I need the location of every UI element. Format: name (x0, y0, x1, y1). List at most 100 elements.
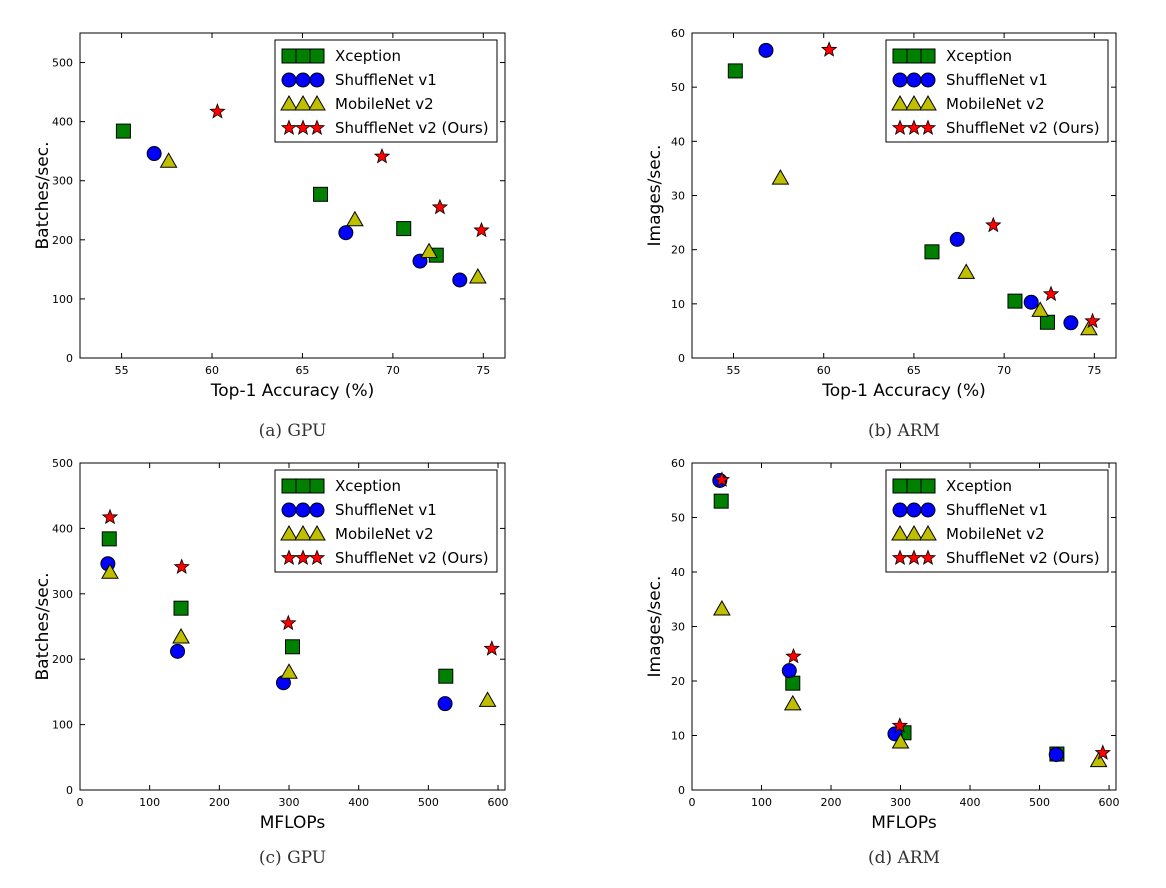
x-tick-label: 100 (751, 796, 772, 809)
data-point-triangle (101, 563, 119, 579)
legend-marker-star (919, 119, 937, 136)
legend-marker-star (919, 549, 937, 566)
legend-marker-circle (920, 72, 936, 88)
legend-marker-square (309, 478, 325, 494)
x-tick-label: 70 (386, 364, 400, 377)
data-point-triangle (771, 169, 790, 185)
data-point-star (1084, 312, 1101, 329)
legend-marker-triangle (919, 94, 937, 111)
legend-label: ShuffleNet v1 (946, 501, 1048, 519)
data-point-triangle (172, 627, 190, 644)
legend-label: Xception (335, 47, 401, 65)
data-point-star (373, 147, 391, 164)
legend-marker-circle (906, 72, 922, 88)
legend-marker-star (294, 119, 312, 136)
y-tick-label: 100 (52, 719, 73, 732)
legend-marker-triangle (891, 524, 909, 541)
x-axis-label: Top-1 Accuracy (%) (821, 381, 985, 401)
legend-marker-square (906, 48, 922, 64)
legend-label: Xception (946, 47, 1012, 65)
x-tick-label: 65 (295, 364, 309, 377)
legend-label: ShuffleNet v1 (335, 501, 437, 519)
x-tick-label: 60 (205, 364, 219, 377)
data-point-circle (1063, 315, 1079, 331)
data-point-star (891, 717, 909, 733)
data-point-circle (758, 42, 774, 58)
legend-label: MobileNet v2 (335, 95, 434, 113)
legend-marker-square (295, 48, 311, 64)
legend-marker-triangle (308, 94, 326, 111)
data-point-triangle (346, 210, 364, 227)
legend-label: Xception (335, 477, 401, 495)
data-point-triangle (469, 268, 487, 284)
x-tick-label: 500 (418, 796, 439, 809)
y-tick-label: 50 (671, 81, 685, 94)
data-point-star (101, 508, 119, 525)
legend-label: ShuffleNet v2 (Ours) (946, 549, 1100, 567)
data-point-square (713, 493, 729, 509)
legend-marker-triangle (280, 94, 298, 111)
data-point-square (115, 123, 131, 139)
legend-marker-star (891, 119, 909, 136)
data-point-circle (1048, 747, 1064, 763)
x-tick-label: 55 (115, 364, 129, 377)
legend-marker-star (905, 549, 923, 566)
data-point-circle (170, 643, 186, 659)
data-point-star (820, 41, 838, 57)
x-tick-label: 100 (139, 796, 160, 809)
x-tick-label: 60 (817, 364, 831, 377)
legend-marker-triangle (891, 94, 909, 111)
data-point-triangle (891, 733, 910, 749)
legend-marker-circle (295, 502, 311, 518)
data-point-circle (452, 272, 468, 288)
legend-marker-star (891, 549, 909, 566)
legend-marker-circle (906, 502, 922, 518)
data-point-star (985, 216, 1002, 233)
legend-marker-square (309, 48, 325, 64)
data-point-star (713, 471, 731, 487)
subplot-2: 0 100 200 300 400 500 600 0 100 200 300 400 500 MFLOP… (33, 457, 509, 868)
x-tick-label: 55 (726, 364, 740, 377)
legend-marker-square (281, 48, 297, 64)
legend-marker-circle (281, 72, 297, 88)
legend-marker-circle (309, 502, 325, 518)
x-tick-label: 400 (960, 796, 981, 809)
y-tick-label: 60 (671, 457, 685, 470)
y-tick-label: 0 (66, 352, 73, 365)
y-tick-label: 10 (671, 298, 685, 311)
legend-marker-circle (892, 502, 908, 518)
legend-marker-triangle (308, 524, 326, 541)
legend-marker-square (920, 478, 936, 494)
data-point-star (785, 647, 802, 664)
data-point-triangle (713, 600, 731, 616)
data-point-star (280, 614, 297, 631)
x-tick-label: 600 (488, 796, 509, 809)
y-tick-label: 200 (52, 234, 73, 247)
data-point-circle (781, 663, 797, 679)
y-tick-label: 400 (52, 522, 73, 535)
data-point-star (473, 221, 490, 238)
data-point-triangle (957, 263, 976, 279)
x-tick-label: 200 (821, 796, 842, 809)
y-tick-label: 20 (671, 244, 685, 257)
x-tick-label: 0 (77, 796, 84, 809)
x-tick-label: 75 (476, 364, 490, 377)
data-point-square (313, 186, 329, 202)
x-axis-label: MFLOPs (260, 813, 326, 833)
data-point-square (285, 639, 300, 655)
legend-marker-star (308, 119, 326, 136)
data-point-triangle (783, 694, 802, 711)
subplot-0: 55 60 65 70 75 0 100 200 300 400 500 Top-1 Accuracy… (33, 32, 506, 441)
data-point-triangle (420, 242, 438, 259)
y-tick-label: 400 (52, 116, 73, 129)
legend-marker-star (280, 119, 298, 136)
x-tick-label: 75 (1087, 364, 1101, 377)
legend-marker-star (280, 549, 298, 566)
data-point-star (1042, 285, 1060, 302)
data-point-triangle (159, 152, 178, 168)
legend-marker-square (281, 478, 297, 494)
legend-label: ShuffleNet v1 (335, 71, 437, 89)
data-point-square (1007, 293, 1023, 309)
data-point-triangle (1080, 319, 1098, 336)
